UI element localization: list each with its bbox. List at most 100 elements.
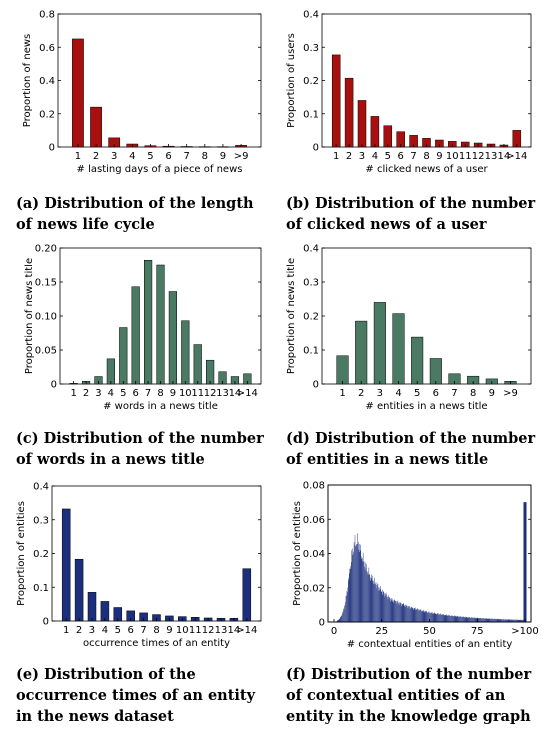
chart-e-ytick-label-2: 0.2 xyxy=(33,549,49,560)
chart-c: 0 0.05 0.10 0.15 0.20 Proportion of news titl… xyxy=(14,240,268,416)
chart-c-xtick-label-12: 13 xyxy=(216,388,229,399)
chart-e-bar-1 xyxy=(74,558,84,622)
chart-b-xtick-label-11: 12 xyxy=(472,151,485,162)
chart-b-xtick-label-10: 11 xyxy=(459,151,472,162)
chart-c-xtick-label-11: 12 xyxy=(204,388,217,399)
chart-f-plot-frame-top xyxy=(327,484,532,623)
chart-b: 0 0.1 0.2 0.3 0.4 Proportion of users # clicke… xyxy=(284,4,538,175)
chart-c-xtick-label-3: 4 xyxy=(108,388,114,399)
chart-d-bar-5 xyxy=(429,358,442,385)
chart-e-xlabel: occurrence times of an entity xyxy=(83,638,230,649)
chart-e-xtick-label-10: 11 xyxy=(189,625,202,636)
caption-d: (d) Distribution of the number of entiti… xyxy=(286,428,538,470)
chart-d-xtick-label-3: 4 xyxy=(395,388,401,399)
chart-d-svg: 0 0.1 0.2 0.3 0.4 Proportion of news title # e… xyxy=(286,244,532,412)
chart-f-ytick-label-1: 0.02 xyxy=(303,583,325,594)
chart-a-ytick-label-1: 0.2 xyxy=(39,109,55,120)
chart-d: 0 0.1 0.2 0.3 0.4 Proportion of news title # e… xyxy=(284,240,538,416)
chart-f-ytick-label-4: 0.08 xyxy=(303,481,325,492)
chart-e-xtick-label-7: 8 xyxy=(153,625,159,636)
caption-b-label: (b) xyxy=(286,195,310,212)
chart-d-bar-4 xyxy=(411,336,424,385)
chart-d-xtick-label-7: 8 xyxy=(470,388,476,399)
chart-b-xtick-label-13: 14 xyxy=(498,151,511,162)
caption-d-label: (d) xyxy=(286,430,310,447)
chart-b-xtick-label-9: 10 xyxy=(446,151,459,162)
chart-e-xtick-label-13: 14 xyxy=(228,625,241,636)
chart-b-ytick-label-1: 0.1 xyxy=(303,109,319,120)
chart-b-xtick-label-5: 6 xyxy=(398,151,404,162)
caption-e: (e) Distribution of the occurrence times… xyxy=(16,664,268,727)
chart-f-ytick-label-3: 0.06 xyxy=(303,515,325,526)
chart-f-ytick-label-0: 0 xyxy=(319,618,325,629)
chart-c-ytick-label-4: 0.20 xyxy=(35,244,57,255)
chart-e: 0 0.1 0.2 0.3 0.4 Proportion of entities occur… xyxy=(14,478,268,654)
chart-e-ylabel: Proportion of entities xyxy=(16,501,27,606)
chart-c-xtick-label-7: 8 xyxy=(157,388,163,399)
chart-c-xtick-label-2: 3 xyxy=(95,388,101,399)
chart-b-xtick-label-12: 13 xyxy=(485,151,498,162)
chart-c-bar-6 xyxy=(143,259,153,385)
chart-b-xlabel: # clicked news of a user xyxy=(365,164,488,175)
caption-d-text: Distribution of the number of entities i… xyxy=(286,430,536,468)
chart-c-xtick-label-14: >14 xyxy=(237,388,258,399)
chart-a-xtick-label-3: 4 xyxy=(129,151,135,162)
chart-b-bar-3 xyxy=(370,116,380,148)
chart-e-xtick-label-2: 3 xyxy=(89,625,95,636)
chart-e-bar-14 xyxy=(242,568,252,622)
chart-a-ytick-label-2: 0.4 xyxy=(39,76,55,87)
caption-a-text: Distribution of the length of news life … xyxy=(16,195,254,233)
caption-b: (b) Distribution of the number of clicke… xyxy=(286,193,538,235)
chart-f-ytick-label-2: 0.04 xyxy=(303,549,325,560)
chart-d-xtick-label-0: 1 xyxy=(339,388,345,399)
caption-b-text: Distribution of the number of clicked ne… xyxy=(286,195,536,233)
chart-b-xtick-label-3: 4 xyxy=(372,151,378,162)
chart-c-xtick-label-8: 9 xyxy=(170,388,176,399)
chart-f-xtick-label-0: 0 xyxy=(331,626,337,637)
chart-e-ytick-label-4: 0.4 xyxy=(33,482,49,493)
chart-b-xtick-label-7: 8 xyxy=(423,151,429,162)
chart-b-ytick-label-3: 0.3 xyxy=(303,43,319,54)
chart-f-xtick-label-2: 50 xyxy=(423,626,436,637)
chart-d-bar-0 xyxy=(336,355,349,385)
chart-e-xtick-label-14: >14 xyxy=(236,625,257,636)
chart-f-xtick-label-4: >100 xyxy=(511,626,538,637)
chart-c-bar-11 xyxy=(206,359,215,385)
chart-d-xtick-label-9: >9 xyxy=(503,388,518,399)
chart-d-ytick-label-3: 0.3 xyxy=(303,278,319,289)
chart-a-xtick-label-9: >9 xyxy=(234,151,249,162)
chart-b-ylabel: Proportion of users xyxy=(286,33,297,128)
chart-a: 0 0.2 0.4 0.6 0.8 Proportion of news # lasting… xyxy=(14,4,268,175)
chart-e-xtick-label-0: 1 xyxy=(63,625,69,636)
chart-d-bar-3 xyxy=(392,313,405,385)
chart-e-xtick-label-5: 6 xyxy=(128,625,134,636)
chart-e-bar-0 xyxy=(61,508,71,622)
chart-e-xtick-label-3: 4 xyxy=(102,625,108,636)
chart-d-xtick-label-5: 6 xyxy=(433,388,439,399)
chart-e-bar-2 xyxy=(87,592,97,622)
chart-b-svg: 0 0.1 0.2 0.3 0.4 Proportion of users # clicke… xyxy=(286,10,532,175)
chart-c-ytick-label-0: 0 xyxy=(51,380,57,391)
chart-d-xtick-label-6: 7 xyxy=(451,388,457,399)
chart-a-xtick-label-2: 3 xyxy=(111,151,117,162)
chart-d-ytick-label-0: 0 xyxy=(313,380,319,391)
chart-d-xlabel: # entities in a news title xyxy=(365,401,487,412)
chart-e-ytick-label-3: 0.3 xyxy=(33,515,49,526)
chart-c-bar-5 xyxy=(131,286,140,385)
chart-a-xtick-label-4: 5 xyxy=(147,151,153,162)
chart-c-bar-4 xyxy=(119,327,128,385)
chart-f-xtick-label-3: 75 xyxy=(471,626,484,637)
chart-b-xtick-label-1: 2 xyxy=(346,151,352,162)
chart-a-ylabel: Proportion of news xyxy=(22,34,33,127)
chart-d-xtick-label-2: 3 xyxy=(377,388,383,399)
chart-b-xtick-label-2: 3 xyxy=(359,151,365,162)
caption-c-text: Distribution of the number of words in a… xyxy=(16,430,264,468)
chart-e-xtick-label-8: 9 xyxy=(166,625,172,636)
chart-a-xtick-label-7: 8 xyxy=(202,151,208,162)
chart-d-plot-frame xyxy=(321,247,532,385)
chart-b-xtick-label-4: 5 xyxy=(385,151,391,162)
chart-e-plot-frame xyxy=(51,485,262,622)
chart-a-plot-frame xyxy=(57,13,262,148)
caption-e-text: Distribution of the occurrence times of … xyxy=(16,666,256,725)
